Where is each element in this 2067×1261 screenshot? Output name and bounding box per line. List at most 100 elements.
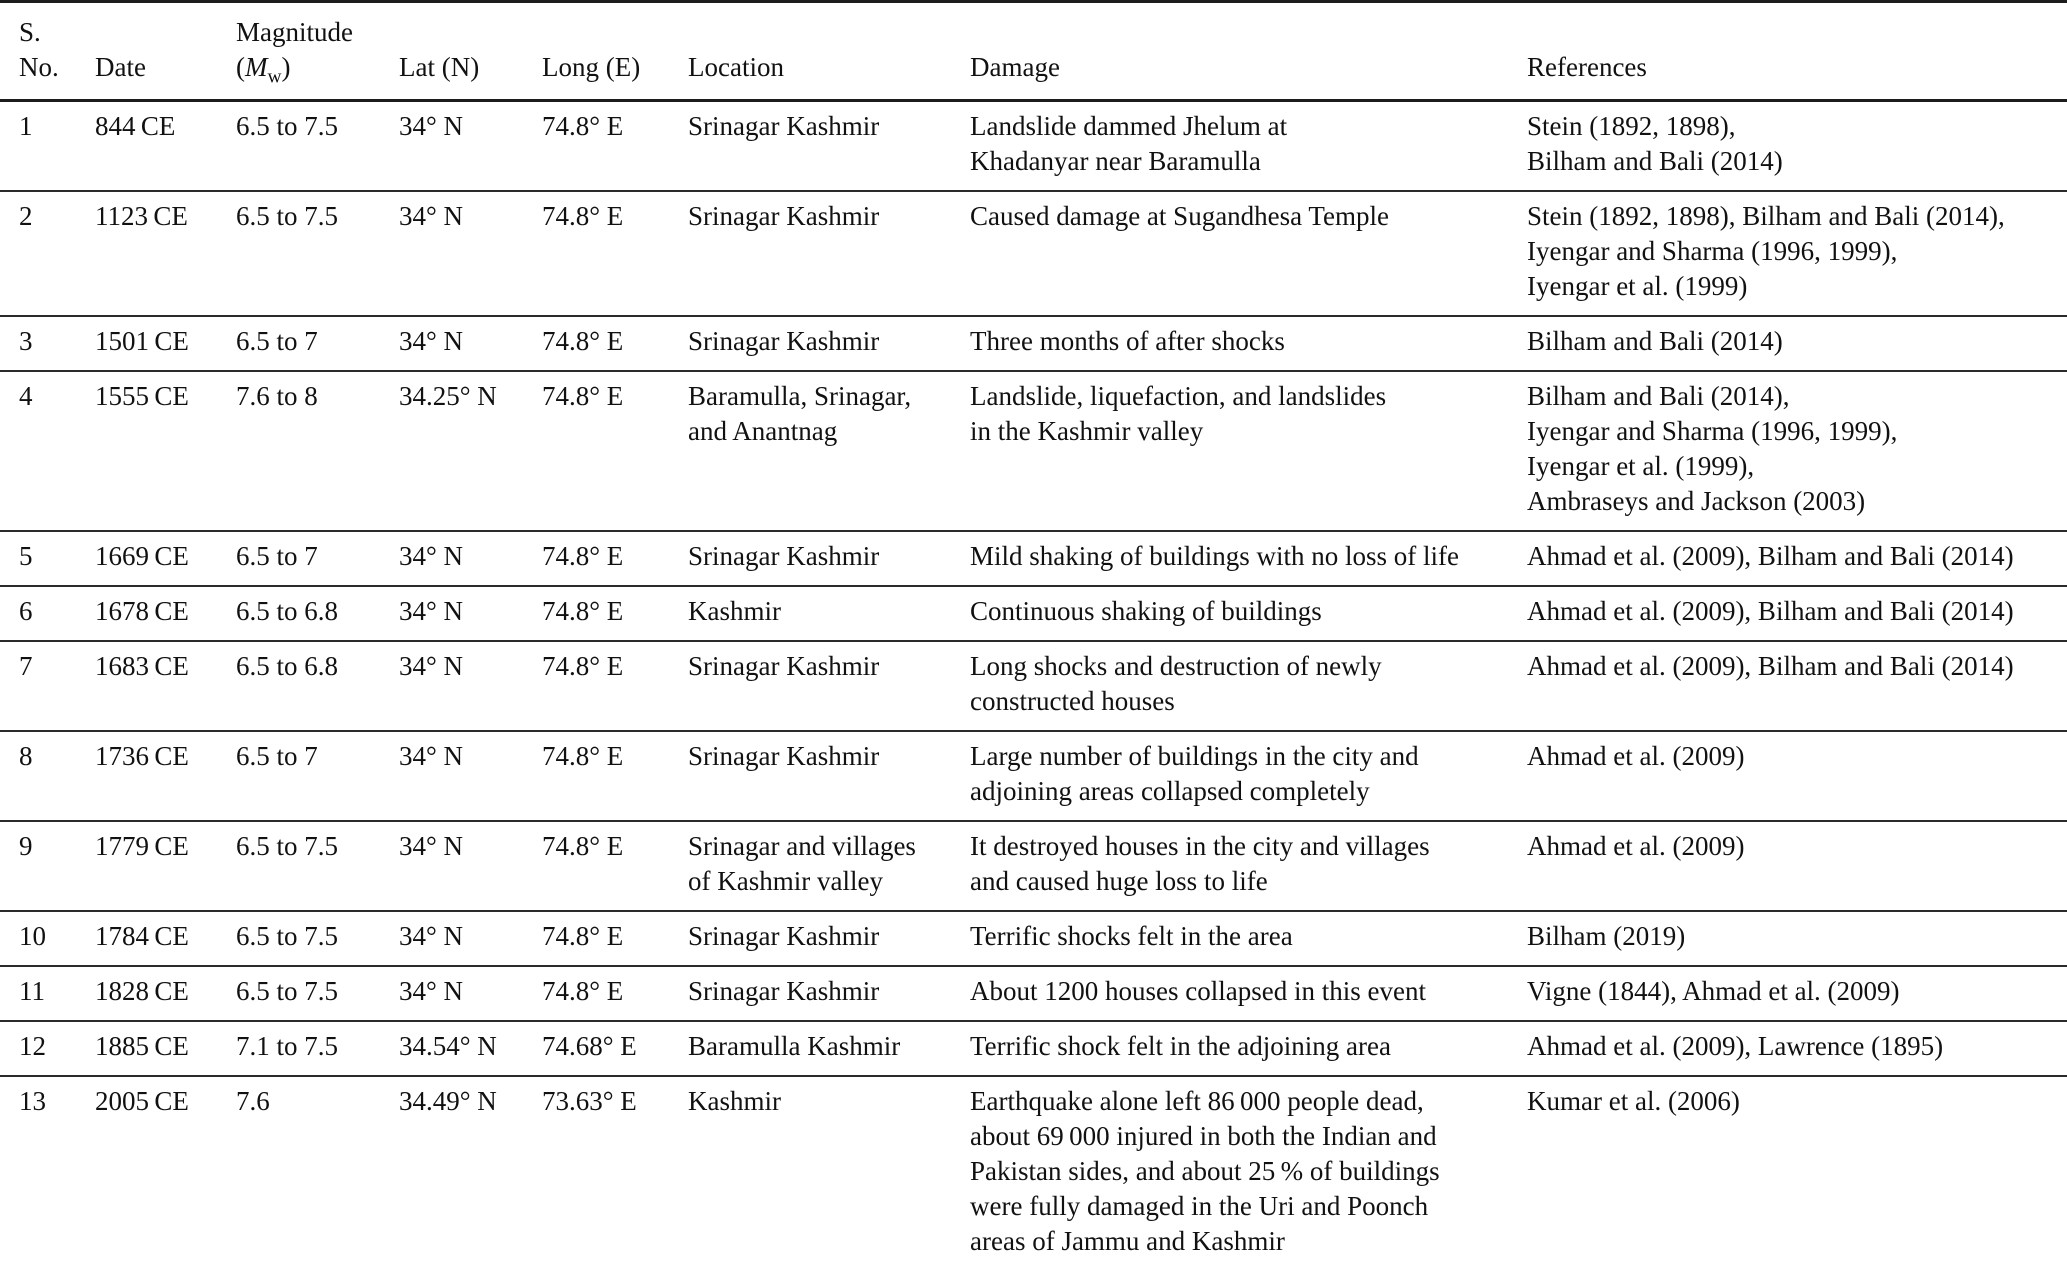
cell-date: 1885 CE [95, 1020, 236, 1076]
cell-date: 1683 CE [95, 640, 236, 731]
cell-long: 74.8° E [542, 111, 624, 141]
cell-location: Srinagar Kashmir [688, 640, 970, 731]
cell-damage: Caused damage at Sugandhesa Temple [970, 190, 1527, 316]
header-magnitude: Magnitude (Mw) [236, 1, 399, 102]
cell-date: 2005 CE [95, 1075, 236, 1261]
cell-references: Ahmad et al. (2009) [1527, 820, 2067, 911]
cell-sno: 5 [0, 530, 95, 586]
cell-references: Ahmad et al. (2009), Bilham and Bali (20… [1527, 640, 2067, 731]
cell-sno: 2 [0, 190, 95, 316]
cell-sno: 13 [0, 1075, 95, 1261]
cell-location: Kashmir [688, 585, 970, 641]
cell-sno: 12 [0, 1020, 95, 1076]
cell-lat: 34° N [399, 640, 542, 731]
cell-long: 74.68° E [542, 1020, 688, 1076]
cell-location: Baramulla Kashmir [688, 1020, 970, 1076]
header-sno: S. No. [0, 1, 95, 102]
cell-location: Srinagar Kashmir [688, 530, 970, 586]
table-row: 5 1669 CE 6.5 to 7 34° N 74.8° E Srinaga… [0, 530, 2067, 586]
cell-sno: 7 [0, 640, 95, 731]
header-damage: Damage [970, 1, 1527, 102]
cell-damage: Terrific shock felt in the adjoining are… [970, 1020, 1527, 1076]
cell-sno: 1 [19, 111, 33, 141]
cell-lat: 34° N [399, 190, 542, 316]
cell-long: 74.8° E [542, 965, 688, 1021]
cell-date: 1501 CE [95, 315, 236, 371]
cell-damage: Terrific shocks felt in the area [970, 910, 1527, 966]
cell-lat: 34.54° N [399, 1020, 542, 1076]
table-row: 12 1885 CE 7.1 to 7.5 34.54° N 74.68° E … [0, 1020, 2067, 1076]
table-row: 11 1828 CE 6.5 to 7.5 34° N 74.8° E Srin… [0, 965, 2067, 1021]
cell-references: Ahmad et al. (2009), Lawrence (1895) [1527, 1020, 2067, 1076]
cell-damage: About 1200 houses collapsed in this even… [970, 965, 1527, 1021]
cell-location: Srinagar and villages of Kashmir valley [688, 820, 970, 911]
cell-damage: Three months of after shocks [970, 315, 1527, 371]
cell-long: 74.8° E [542, 640, 688, 731]
cell-sno: 3 [0, 315, 95, 371]
cell-date: 1828 CE [95, 965, 236, 1021]
cell-date: 1123 CE [95, 190, 236, 316]
cell-lat: 34° N [399, 111, 464, 141]
header-location: Location [688, 1, 970, 102]
cell-lat: 34° N [399, 530, 542, 586]
cell-damage: Landslide, liquefaction, and landslides … [970, 370, 1527, 531]
table-row: 4 1555 CE 7.6 to 8 34.25° N 74.8° E Bara… [0, 370, 2067, 531]
header-row: S. No. Date Magnitude (Mw) Lat (N) Long … [0, 1, 2067, 102]
header-magnitude-line2: (Mw) [236, 50, 387, 88]
table-row: 7 1683 CE 6.5 to 6.8 34° N 74.8° E Srina… [0, 640, 2067, 731]
table-row: 2 1123 CE 6.5 to 7.5 34° N 74.8° E Srina… [0, 190, 2067, 316]
cell-date: 1678 CE [95, 585, 236, 641]
cell-damage: Continuous shaking of buildings [970, 585, 1527, 641]
cell-sno: 6 [0, 585, 95, 641]
cell-references: Kumar et al. (2006) [1527, 1075, 2067, 1261]
cell-long: 74.8° E [542, 530, 688, 586]
cell-lat: 34.25° N [399, 370, 542, 531]
cell-references: Stein (1892, 1898), Bilham and Bali (201… [1527, 111, 1783, 176]
cell-references: Bilham and Bali (2014) [1527, 315, 2067, 371]
cell-long: 73.63° E [542, 1075, 688, 1261]
header-date: Date [95, 1, 236, 102]
cell-lat: 34° N [399, 820, 542, 911]
cell-sno: 9 [0, 820, 95, 911]
cell-references: Stein (1892, 1898), Bilham and Bali (201… [1527, 190, 2067, 316]
table-row: 9 1779 CE 6.5 to 7.5 34° N 74.8° E Srina… [0, 820, 2067, 911]
cell-references: Ahmad et al. (2009), Bilham and Bali (20… [1527, 530, 2067, 586]
cell-lat: 34.49° N [399, 1075, 542, 1261]
cell-long: 74.8° E [542, 910, 688, 966]
table-row: 8 1736 CE 6.5 to 7 34° N 74.8° E Srinaga… [0, 730, 2067, 821]
cell-magnitude: 7.6 to 8 [236, 370, 399, 531]
cell-magnitude: 6.5 to 7.5 [236, 965, 399, 1021]
cell-damage: Large number of buildings in the city an… [970, 730, 1527, 821]
table-row: 10 1784 CE 6.5 to 7.5 34° N 74.8° E Srin… [0, 910, 2067, 966]
cell-references: Ahmad et al. (2009) [1527, 730, 2067, 821]
cell-location: Srinagar Kashmir [688, 190, 970, 316]
header-sno-line2: No. [19, 52, 59, 82]
cell-damage: Long shocks and destruction of newly con… [970, 640, 1527, 731]
cell-lat: 34° N [399, 315, 542, 371]
cell-long: 74.8° E [542, 820, 688, 911]
cell-damage: Mild shaking of buildings with no loss o… [970, 530, 1527, 586]
cell-magnitude: 7.1 to 7.5 [236, 1020, 399, 1076]
cell-references: Bilham and Bali (2014), Iyengar and Shar… [1527, 370, 2067, 531]
header-sno-line1: S. [19, 17, 41, 47]
table-row: 13 2005 CE 7.6 34.49° N 73.63° E Kashmir… [0, 1075, 2067, 1261]
cell-date: 1736 CE [95, 730, 236, 821]
cell-magnitude: 7.6 [236, 1075, 399, 1261]
magnitude-subscript: w [267, 66, 282, 88]
cell-location: Srinagar Kashmir [688, 730, 970, 821]
cell-date: 1555 CE [95, 370, 236, 531]
cell-damage: It destroyed houses in the city and vill… [970, 820, 1527, 911]
cell-location: Srinagar Kashmir [688, 315, 970, 371]
cell-damage: Landslide dammed Jhelum at Khadanyar nea… [970, 111, 1288, 176]
cell-long: 74.8° E [542, 190, 688, 316]
cell-location: Kashmir [688, 1075, 970, 1261]
cell-sno: 4 [0, 370, 95, 531]
cell-lat: 34° N [399, 730, 542, 821]
cell-lat: 34° N [399, 910, 542, 966]
cell-magnitude: 6.5 to 7 [236, 315, 399, 371]
cell-location: Srinagar Kashmir [688, 910, 970, 966]
table-row: 1 844 CE 6.5 to 7.5 34° N 74.8° E Srinag… [0, 101, 2067, 192]
cell-magnitude: 6.5 to 7.5 [236, 820, 399, 911]
